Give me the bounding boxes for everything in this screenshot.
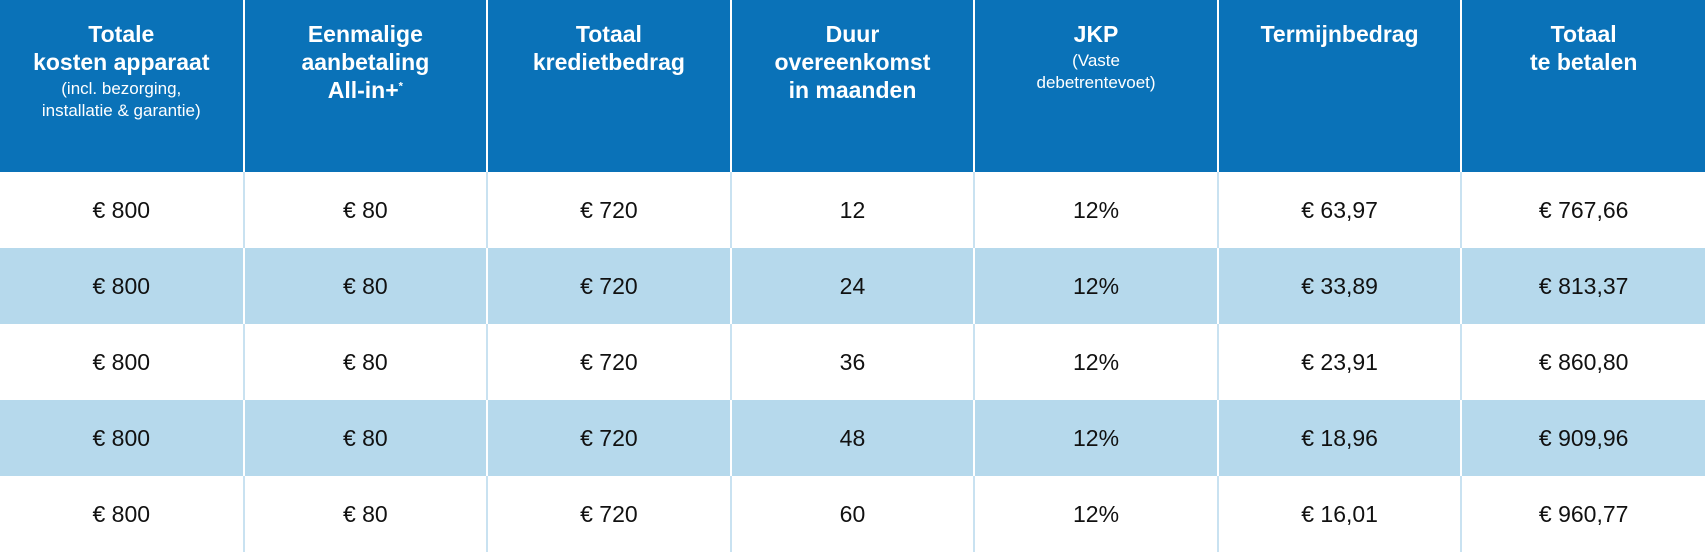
header-note-line: installatie & garantie) bbox=[41, 101, 201, 120]
table-row: € 800 € 80 € 720 12 12% € 63,97 € 767,66 bbox=[0, 172, 1705, 248]
header-note-line: (Vaste bbox=[1072, 51, 1120, 70]
table-cell: 60 bbox=[729, 476, 975, 552]
header-title-text: kredietbedrag bbox=[532, 49, 685, 75]
header-title-text: Duur bbox=[825, 21, 880, 47]
table-cell: € 80 bbox=[242, 324, 488, 400]
table-row: € 800 € 80 € 720 36 12% € 23,91 € 860,80 bbox=[0, 324, 1705, 400]
table-cell: € 720 bbox=[486, 172, 731, 248]
header-note: (incl. bezorging, installatie & garantie) bbox=[4, 78, 239, 122]
header-title-text: aanbetaling bbox=[301, 49, 430, 75]
header-cell: JKP (Vaste debetrentevoet) bbox=[973, 0, 1218, 172]
table-cell: € 767,66 bbox=[1460, 172, 1705, 248]
header-title-line: All-in+* bbox=[249, 76, 483, 104]
header-title-line: Duur bbox=[736, 20, 970, 48]
header-title-line: te betalen bbox=[1466, 48, 1701, 76]
header-cell: Totaal te betalen bbox=[1460, 0, 1705, 172]
table-cell: € 18,96 bbox=[1216, 400, 1462, 476]
header-title-line: Termijnbedrag bbox=[1223, 20, 1457, 48]
header-title-line: JKP bbox=[979, 20, 1213, 48]
table-cell: 12% bbox=[973, 172, 1218, 248]
table-cell: 36 bbox=[729, 324, 975, 400]
header-title-line: kosten apparaat bbox=[4, 48, 239, 76]
table-cell: € 63,97 bbox=[1216, 172, 1462, 248]
table-cell: € 960,77 bbox=[1460, 476, 1705, 552]
header-title-text: overeenkomst bbox=[774, 49, 931, 75]
table-cell: 12% bbox=[973, 248, 1218, 324]
table-row: € 800 € 80 € 720 48 12% € 18,96 € 909,96 bbox=[0, 400, 1705, 476]
table-cell: € 800 bbox=[0, 400, 244, 476]
header-title-line: overeenkomst bbox=[736, 48, 970, 76]
table-cell: € 800 bbox=[92, 500, 151, 527]
table-cell: 12% bbox=[973, 476, 1218, 552]
table-cell: € 33,89 bbox=[1216, 248, 1462, 324]
table-cell: € 80 bbox=[242, 248, 488, 324]
header-title-line: Totaal bbox=[492, 20, 726, 48]
table-cell: € 80 bbox=[242, 172, 488, 248]
header-title-text: in maanden bbox=[788, 77, 917, 103]
table-cell: 12 bbox=[729, 172, 975, 248]
table-cell: € 16,01 bbox=[1216, 476, 1462, 552]
table-cell: € 720 bbox=[486, 476, 731, 552]
table-cell: € 860,80 bbox=[1460, 324, 1705, 400]
header-note-line: debetrentevoet) bbox=[1036, 73, 1156, 92]
table-cell: € 800 bbox=[92, 348, 151, 375]
table-cell: 48 bbox=[729, 400, 975, 476]
table-cell: € 23,91 bbox=[1216, 324, 1462, 400]
header-title-line: Totaal bbox=[1466, 20, 1701, 48]
table-cell: € 720 bbox=[486, 324, 731, 400]
header-cell: Totale kosten apparaat (incl. bezorging, in… bbox=[0, 0, 244, 172]
table-cell: 12% bbox=[973, 400, 1218, 476]
footnote-mark: * bbox=[398, 80, 403, 93]
header-title-line: Totale bbox=[4, 20, 239, 48]
header-cell: Duur overeenkomst in maanden bbox=[729, 0, 975, 172]
table-row: € 800 € 80 € 720 24 12% € 33,89 € 813,37 bbox=[0, 248, 1705, 324]
table-cell: € 80 bbox=[242, 400, 488, 476]
header-title-line: kredietbedrag bbox=[492, 48, 726, 76]
header-note: (Vaste debetrentevoet) bbox=[979, 50, 1213, 94]
header-cell: Totaal kredietbedrag bbox=[486, 0, 731, 172]
header-title-text: JKP bbox=[1073, 21, 1119, 47]
header-title-line: Eenmalige bbox=[249, 20, 483, 48]
header-cell: Termijnbedrag bbox=[1216, 0, 1462, 172]
header-title-text: Eenmalige bbox=[307, 21, 423, 47]
header-note-line: (incl. bezorging, bbox=[61, 79, 182, 98]
table-cell: € 720 bbox=[486, 248, 731, 324]
table-cell: € 80 bbox=[242, 476, 488, 552]
header-row: Totale kosten apparaat (incl. bezorging, in… bbox=[0, 0, 1705, 172]
header-title-text: Totale bbox=[88, 21, 155, 47]
header-title-text: Termijnbedrag bbox=[1260, 21, 1419, 47]
header-title-text: kosten apparaat bbox=[33, 49, 210, 75]
header-title-text: All-in+ bbox=[327, 77, 399, 103]
table-body: € 800 € 80 € 720 12 12% € 63,97 € 767,66 € 800 €… bbox=[0, 172, 1705, 552]
table-cell: € 800 bbox=[92, 196, 151, 223]
table-cell: € 800 bbox=[0, 248, 244, 324]
table-cell: € 813,37 bbox=[1460, 248, 1705, 324]
table-cell: 24 bbox=[729, 248, 975, 324]
table-cell: € 909,96 bbox=[1460, 400, 1705, 476]
header-title-line: in maanden bbox=[736, 76, 970, 104]
header-title-text: te betalen bbox=[1530, 49, 1638, 75]
header-cell: Eenmalige aanbetaling All-in+* bbox=[242, 0, 488, 172]
header-title-text: Totaal bbox=[575, 21, 642, 47]
table-row: € 800 € 80 € 720 60 12% € 16,01 € 960,77 bbox=[0, 476, 1705, 552]
header-title-text: Totaal bbox=[1550, 21, 1617, 47]
header-title-line: aanbetaling bbox=[249, 48, 483, 76]
table-cell: 12% bbox=[973, 324, 1218, 400]
table-cell: € 720 bbox=[486, 400, 731, 476]
